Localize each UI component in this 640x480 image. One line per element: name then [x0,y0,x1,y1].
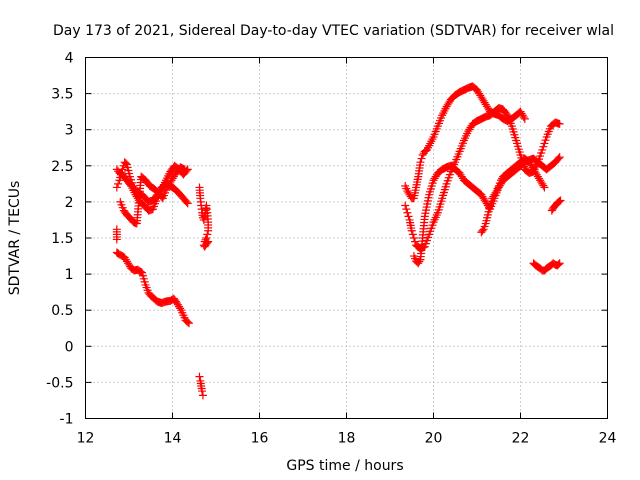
grid [85,57,608,419]
series-track-j [409,153,564,268]
y-tick-label: -1 [60,412,74,428]
data-point [404,212,413,221]
series-track-m [547,196,565,215]
data-point [554,197,563,206]
x-axis-label: GPS time / hours [286,458,403,474]
x-tick-label: 12 [77,431,95,447]
y-axis-label: SDTVAR / TECUs [7,181,23,296]
series-track-l [529,259,564,275]
data-point [203,230,212,239]
data-point [183,199,192,208]
data-point [204,226,213,235]
data-point [185,319,194,328]
series-track-g [195,372,207,400]
data-point [176,304,185,313]
x-tick-label: 18 [338,431,356,447]
y-tick-label: 0 [65,339,74,355]
data-point [486,201,495,210]
data-point [199,215,208,224]
data-point [125,260,134,269]
data-point [198,387,207,396]
data-point [478,226,487,235]
data-point [411,237,420,246]
y-tick-label: 1 [65,267,74,283]
data-point [195,372,204,381]
y-tick-label: 3.5 [51,87,73,103]
data-point [556,196,565,205]
y-tick-label: 2.5 [51,159,73,175]
series-track-f [195,183,213,251]
data-point [417,154,426,163]
y-tick-label: 4 [65,51,74,67]
data-point [519,113,528,122]
data-point [203,238,212,247]
data-point [408,230,417,239]
y-tick-label: 2 [65,195,74,211]
x-tick-label: 16 [251,431,269,447]
x-tick-label: 14 [164,431,182,447]
data-point [487,197,496,206]
data-point [407,226,416,235]
data-point [198,391,207,400]
data-point [416,158,425,167]
data-point [136,267,145,276]
series-track-e [112,225,121,244]
y-tick-label: 1.5 [51,231,73,247]
data-point [554,260,563,269]
data-point [554,154,563,163]
data-point [180,165,189,174]
data-point [183,318,192,327]
data-point [555,259,564,268]
series-track-k [477,154,549,237]
data-point [204,237,213,246]
x-tick-label: 22 [512,431,530,447]
x-tick-label: 24 [599,431,617,447]
data-point [121,159,130,168]
data-point [124,259,133,268]
data-point [402,205,411,214]
data-points [112,82,565,400]
data-point [555,119,564,128]
data-point [502,109,511,118]
data-point [182,198,191,207]
y-tick-label: 0.5 [51,303,73,319]
x-tick-label: 20 [425,431,443,447]
data-point [555,197,564,206]
data-point [520,114,529,123]
data-point [539,181,548,190]
chart-title: Day 173 of 2021, Sidereal Day-to-day VTE… [53,23,614,39]
data-point [403,208,412,217]
series-track-a [112,248,194,328]
data-point [540,183,549,192]
data-point [491,188,500,197]
data-point [114,179,123,188]
data-point [112,183,121,192]
y-tick-label: -0.5 [46,375,73,391]
data-point [401,201,410,210]
data-point [118,165,127,174]
data-point [409,234,418,242]
y-tick-label: 3 [65,123,74,139]
axis-ticks: -1 -0.5 0 0.5 1 1.5 2 2.5 3 3.5 4 12 14 16 18 20 22 24 [46,51,616,447]
data-point [415,257,424,266]
data-point [555,153,564,162]
data-point [112,235,121,244]
series-track-d [116,163,189,228]
